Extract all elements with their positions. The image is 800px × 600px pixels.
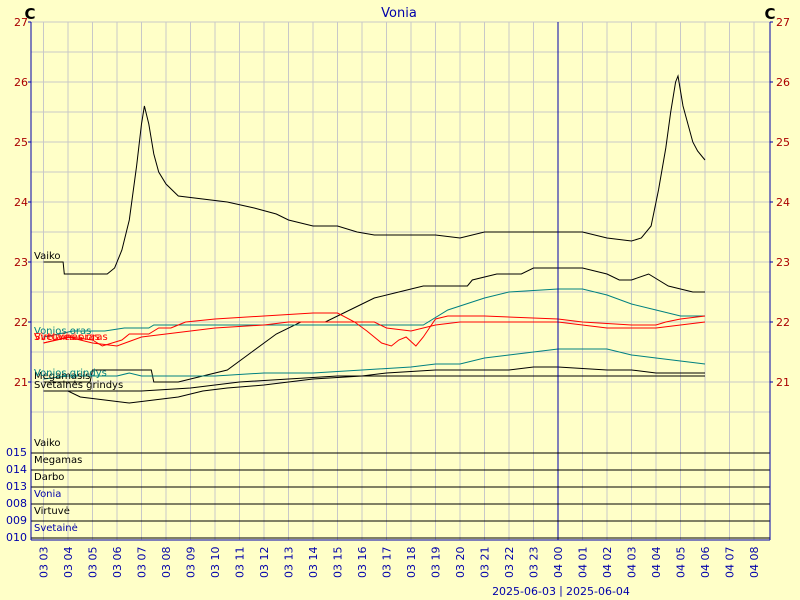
x-tick-label: 03 09 xyxy=(185,547,198,579)
series-label: Vonios oras xyxy=(34,326,91,337)
binary-row-code: 013 xyxy=(6,480,27,493)
x-tick-label: 04 02 xyxy=(601,547,614,579)
binary-row-name: Vaiko xyxy=(34,438,61,449)
series-line-2 xyxy=(43,288,705,338)
binary-row-code: 009 xyxy=(6,514,27,527)
y-tick-label-right: 21 xyxy=(776,376,790,389)
x-tick-label: 04 05 xyxy=(675,547,688,579)
series-line-7 xyxy=(43,375,705,392)
binary-row-name: Svetainė xyxy=(34,523,78,534)
y-tick-label-right: 27 xyxy=(776,16,790,29)
date-separator: | xyxy=(559,584,563,597)
series-label: Megamasis xyxy=(34,371,90,382)
binary-status-panel: Vaiko 015 Megamas 014 Darbo 013 Vonia 008 Virtuv… xyxy=(6,438,770,544)
x-tick-label: 03 17 xyxy=(381,547,394,579)
axes-layer xyxy=(28,21,773,541)
y-tick-label-left: 26 xyxy=(14,76,28,89)
x-tick-label: 03 22 xyxy=(503,547,516,579)
binary-row-code: 008 xyxy=(6,497,27,510)
binary-row-name: Virtuvė xyxy=(34,506,70,517)
series-label: Vaiko xyxy=(34,251,61,262)
series-label: Svetainės oras xyxy=(34,332,108,343)
binary-row-code: 015 xyxy=(6,446,27,459)
x-tick-label: 03 15 xyxy=(332,547,345,579)
series-line-0 xyxy=(43,74,706,275)
x-tick-label: 03 12 xyxy=(258,547,271,579)
x-tick-label: 03 14 xyxy=(307,547,320,579)
series-line-5 xyxy=(43,348,706,380)
binary-row-code: 014 xyxy=(6,463,27,476)
binary-row-code: 010 xyxy=(6,531,27,544)
y-tick-label-left: 25 xyxy=(14,136,28,149)
x-tick-label: 04 01 xyxy=(577,547,590,579)
y-tick-label-right: 26 xyxy=(776,76,790,89)
x-tick-label: 03 07 xyxy=(136,547,149,579)
chart-title: Vonia xyxy=(381,6,417,21)
x-tick-label: 03 18 xyxy=(405,547,418,579)
x-tick-label: 03 13 xyxy=(283,547,296,579)
y-tick-label-left: 21 xyxy=(14,376,28,389)
series-label: Svetainės grindys xyxy=(34,380,123,391)
x-tick-label: 03 03 xyxy=(38,547,51,579)
x-tick-label: 04 04 xyxy=(650,547,663,579)
label-layer: 21 21 22 22 23 23 24 24 25 25 26 26 27 27 03 03 03 04 03… xyxy=(14,16,790,578)
series-label: Virtuvės oras xyxy=(34,332,100,343)
left-unit-label: C xyxy=(24,5,35,23)
binary-row-name: Megamas xyxy=(34,455,82,466)
x-tick-label: 04 03 xyxy=(626,547,639,579)
x-tick-label: 04 00 xyxy=(552,547,565,579)
series-line-1 xyxy=(43,267,705,383)
binary-row-name: Vonia xyxy=(34,489,61,500)
x-tick-label: 03 10 xyxy=(209,547,222,579)
x-tick-label: 04 07 xyxy=(724,547,737,579)
y-tick-label-left: 22 xyxy=(14,316,28,329)
y-tick-label-right: 25 xyxy=(776,136,790,149)
y-tick-label-left: 27 xyxy=(14,16,28,29)
grid xyxy=(31,21,770,540)
x-tick-label: 04 08 xyxy=(748,547,761,579)
x-tick-label: 03 11 xyxy=(234,547,247,579)
x-tick-label: 03 05 xyxy=(87,547,100,579)
series-line-3 xyxy=(43,312,706,347)
x-tick-label: 03 19 xyxy=(430,547,443,579)
series-layer xyxy=(43,74,706,404)
x-tick-label: 03 21 xyxy=(479,547,492,579)
y-tick-label-right: 22 xyxy=(776,316,790,329)
y-tick-label-left: 23 xyxy=(14,256,28,269)
series-line-6 xyxy=(43,366,705,404)
date-label-start: 2025-06-03 xyxy=(492,585,556,598)
y-tick-label-right: 24 xyxy=(776,196,790,209)
x-tick-label: 03 06 xyxy=(111,547,124,579)
x-tick-label: 03 23 xyxy=(528,547,541,579)
series-label: Vonios grindys xyxy=(34,368,107,379)
date-label-end: 2025-06-04 xyxy=(566,585,630,598)
right-unit-label: C xyxy=(764,5,775,23)
x-tick-label: 03 04 xyxy=(62,547,75,579)
x-tick-label: 03 20 xyxy=(454,547,467,579)
binary-row-name: Darbo xyxy=(34,472,64,483)
x-tick-label: 03 08 xyxy=(160,547,173,579)
x-tick-label: 04 06 xyxy=(699,547,712,579)
y-tick-label-left: 24 xyxy=(14,196,28,209)
x-tick-label: 03 16 xyxy=(356,547,369,579)
y-tick-label-right: 23 xyxy=(776,256,790,269)
